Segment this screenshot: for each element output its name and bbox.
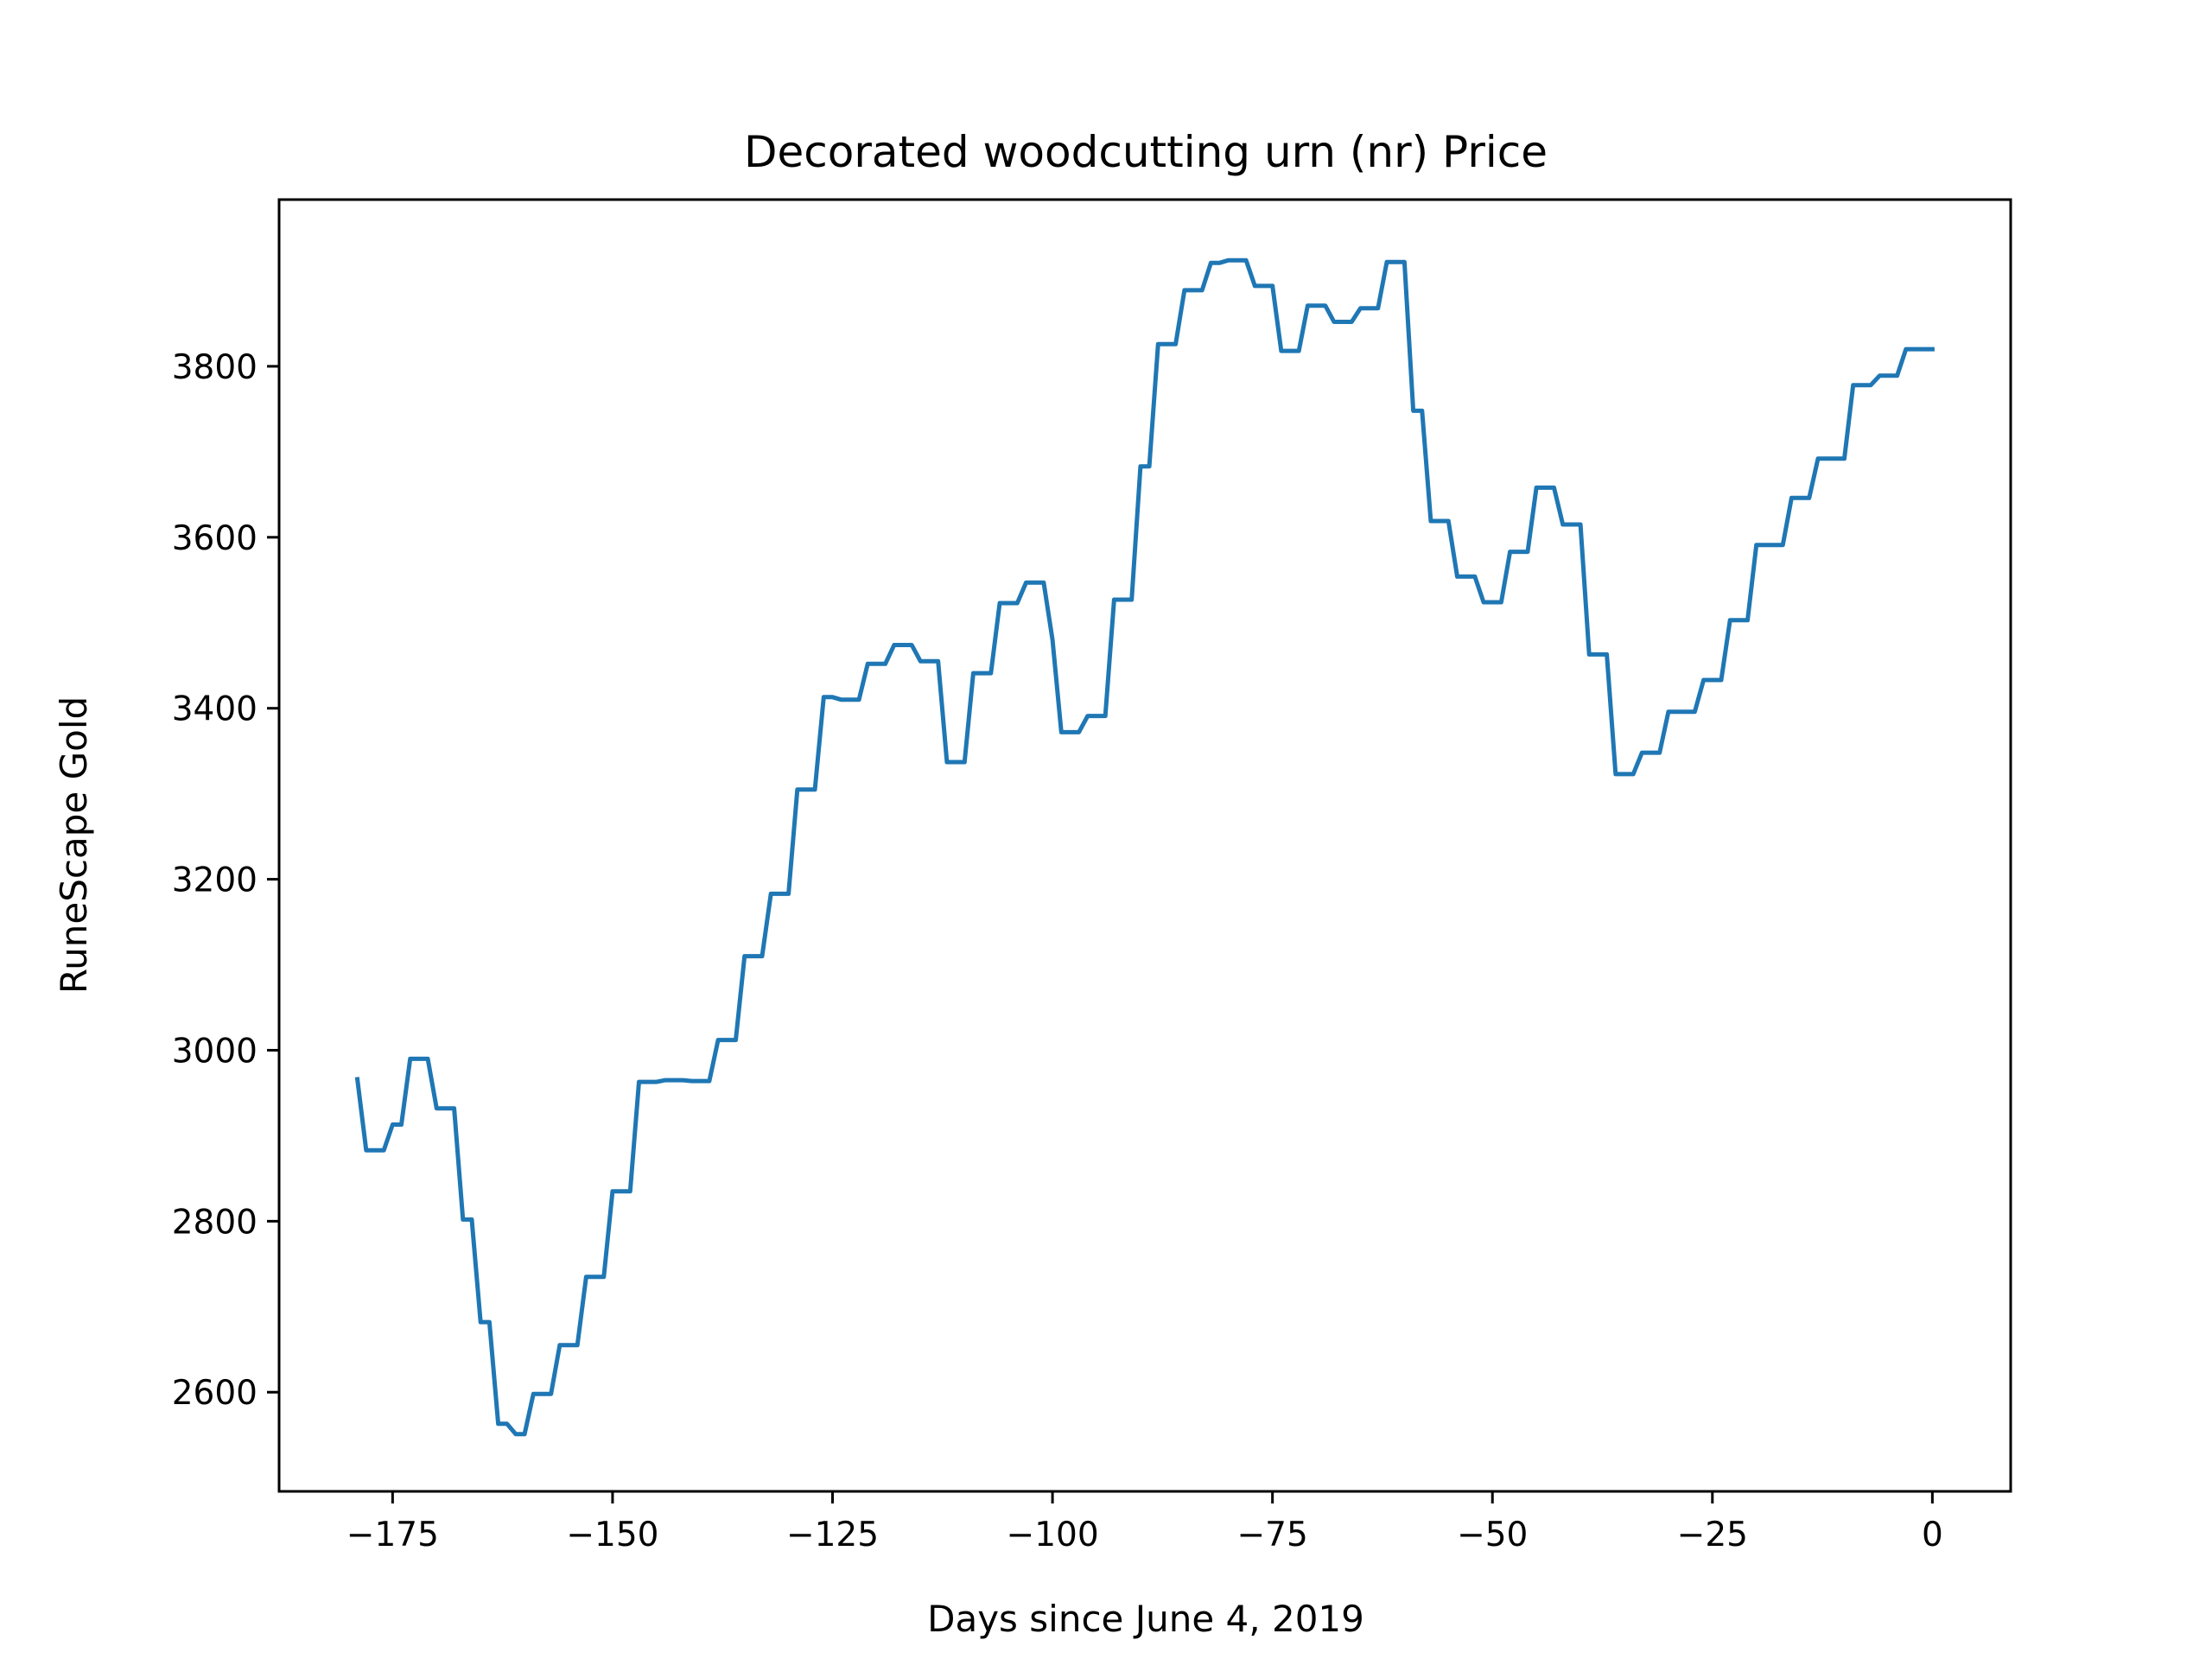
x-tick-label: −75 [1236, 1516, 1307, 1554]
series-group [354, 257, 1935, 1437]
x-tick-label: −150 [566, 1516, 658, 1554]
x-tick-label: −100 [1007, 1516, 1099, 1554]
x-tick-label: −175 [346, 1516, 439, 1554]
x-axis-label: Days since June 4, 2019 [927, 1598, 1364, 1640]
y-tick-label: 3000 [172, 1032, 257, 1071]
y-axis-label: RuneScape Gold [53, 696, 95, 994]
x-tick-label: −25 [1677, 1516, 1748, 1554]
price-series-line [354, 257, 1935, 1437]
plot-frame [277, 198, 2012, 1493]
y-tick-label: 3800 [172, 348, 257, 387]
y-tick-label: 3200 [172, 861, 257, 900]
chart-title: Decorated woodcutting urn (nr) Price [744, 127, 1548, 177]
y-tick-label: 2600 [172, 1374, 257, 1413]
y-tick-label: 3600 [172, 519, 257, 558]
y-tick-label: 3400 [172, 690, 257, 729]
x-tick-label: −125 [786, 1516, 879, 1554]
x-tick-label: −50 [1457, 1516, 1528, 1554]
y-tick-label: 2800 [172, 1203, 257, 1242]
axes: −175 −150 −125 −100 −75 −50 −25 0 2600 2800 3000 32… [172, 348, 1943, 1554]
x-tick-label: 0 [1922, 1516, 1943, 1554]
